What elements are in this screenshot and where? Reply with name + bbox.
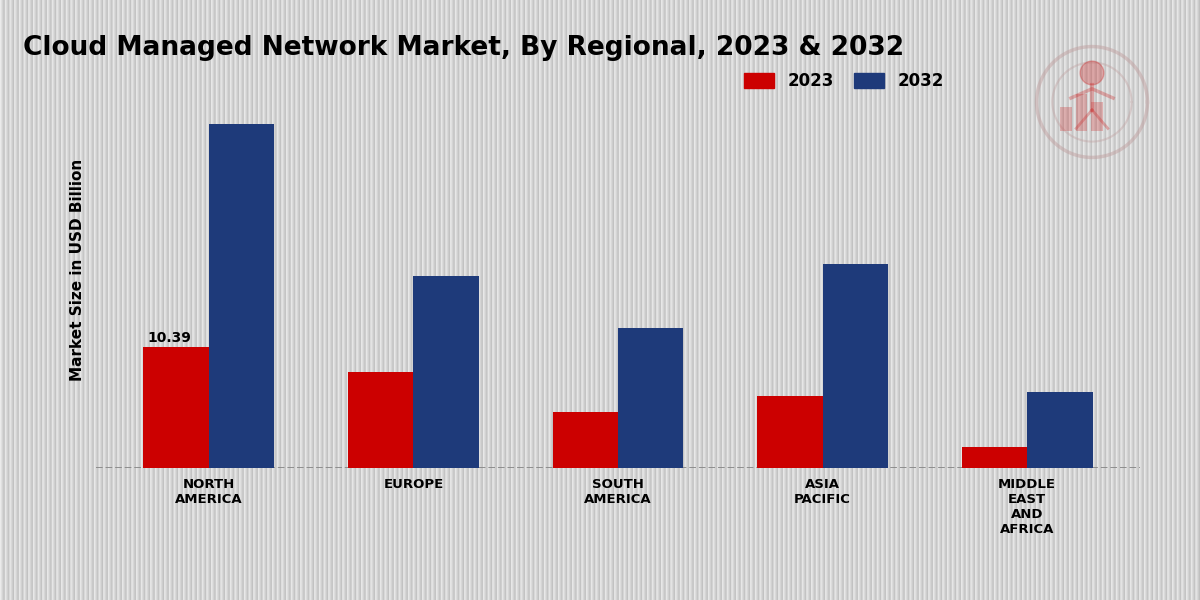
Bar [1075,94,1087,131]
Bar [1091,102,1103,131]
Bar [822,264,888,468]
Y-axis label: Market Size in USD Billion: Market Size in USD Billion [70,159,85,381]
Circle shape [1080,61,1104,85]
Bar [552,412,618,468]
Text: Cloud Managed Network Market, By Regional, 2023 & 2032: Cloud Managed Network Market, By Regiona… [23,35,904,61]
Bar [1060,107,1072,131]
Text: 10.39: 10.39 [148,331,192,346]
Bar [144,347,209,468]
Bar [757,396,822,468]
Bar [618,328,684,468]
Bar [209,124,275,468]
Bar [414,276,479,468]
Legend: 2023, 2032: 2023, 2032 [744,73,943,91]
Bar [961,447,1027,468]
Bar [1027,392,1092,468]
Bar [348,373,414,468]
